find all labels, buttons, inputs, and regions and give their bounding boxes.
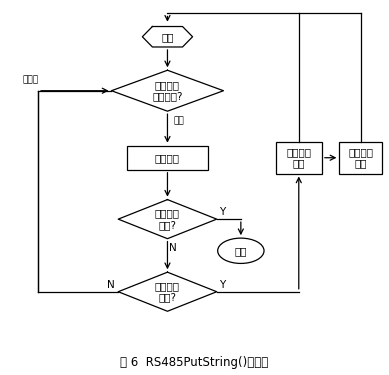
- Text: 开始: 开始: [161, 32, 174, 42]
- Text: Y: Y: [219, 207, 226, 218]
- Text: 空闲: 空闲: [173, 117, 184, 126]
- Text: 是否发生
冲突?: 是否发生 冲突?: [155, 281, 180, 303]
- Text: 结束: 结束: [235, 246, 247, 256]
- Bar: [276, 142, 322, 174]
- Text: 图 6  RS485PutString()流程图: 图 6 RS485PutString()流程图: [120, 356, 269, 369]
- Text: 总线状态
判断策略?: 总线状态 判断策略?: [152, 80, 183, 102]
- Text: 发送数据: 发送数据: [155, 153, 180, 163]
- Text: 总线忙: 总线忙: [23, 75, 39, 84]
- Text: 发送是否
结束?: 发送是否 结束?: [155, 209, 180, 230]
- Bar: [339, 142, 382, 174]
- Text: 强化冲突
流程: 强化冲突 流程: [286, 147, 311, 168]
- Text: N: N: [169, 243, 177, 253]
- Bar: [127, 146, 208, 170]
- Text: 等待一段
时间: 等待一段 时间: [348, 147, 373, 168]
- Text: Y: Y: [219, 280, 226, 290]
- Text: N: N: [107, 280, 115, 290]
